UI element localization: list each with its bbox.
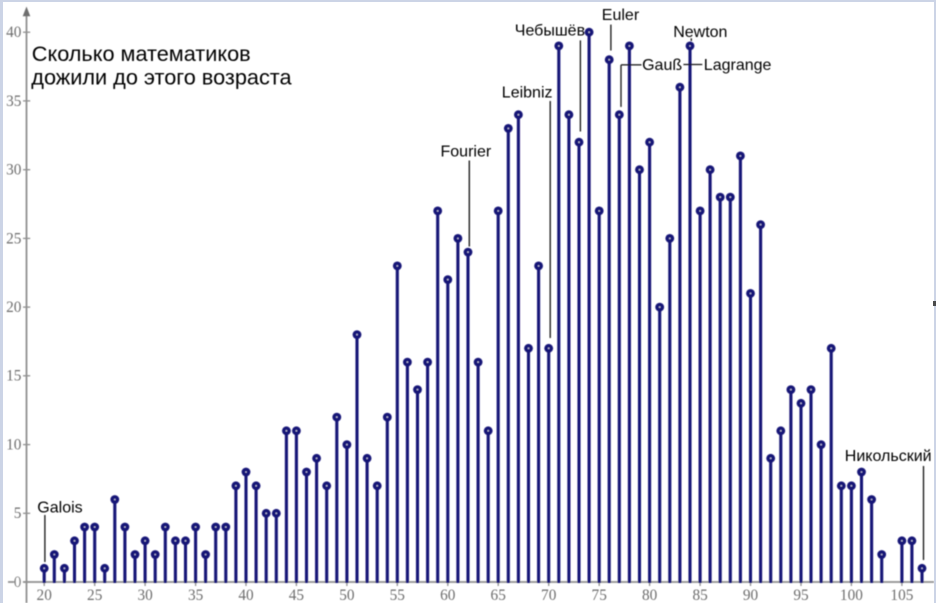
svg-text:Lagrange: Lagrange xyxy=(704,57,772,74)
svg-text:100: 100 xyxy=(840,587,863,603)
svg-text:65: 65 xyxy=(491,587,507,603)
svg-text:70: 70 xyxy=(541,587,557,603)
svg-text:45: 45 xyxy=(289,587,305,603)
svg-text:Newton: Newton xyxy=(673,24,727,41)
svg-text:0: 0 xyxy=(14,574,22,591)
svg-text:Fourier: Fourier xyxy=(441,144,492,161)
svg-text:95: 95 xyxy=(793,587,809,603)
svg-text:75: 75 xyxy=(592,587,608,603)
svg-text:40: 40 xyxy=(238,587,254,603)
svg-text:Gauß: Gauß xyxy=(642,57,682,74)
svg-text:50: 50 xyxy=(339,587,355,603)
svg-text:Euler: Euler xyxy=(602,7,640,24)
svg-text:60: 60 xyxy=(440,587,456,603)
svg-text:Сколько математиков: Сколько математиков xyxy=(32,41,251,66)
svg-text:35: 35 xyxy=(188,587,204,603)
svg-text:10: 10 xyxy=(6,436,22,453)
svg-text:Никольский: Никольский xyxy=(845,448,932,465)
svg-text:30: 30 xyxy=(6,162,22,179)
svg-text:дожили до этого возраста: дожили до этого возраста xyxy=(31,65,292,90)
svg-text:55: 55 xyxy=(390,587,406,603)
svg-text:90: 90 xyxy=(743,587,759,603)
svg-text:30: 30 xyxy=(137,587,153,603)
svg-text:Galois: Galois xyxy=(37,500,82,517)
svg-text:85: 85 xyxy=(692,587,708,603)
svg-text:105: 105 xyxy=(890,587,913,603)
svg-text:5: 5 xyxy=(14,505,22,522)
svg-text:25: 25 xyxy=(6,230,22,247)
svg-text:15: 15 xyxy=(6,368,22,385)
svg-text:35: 35 xyxy=(6,93,22,110)
svg-text:25: 25 xyxy=(87,587,103,603)
svg-text:20: 20 xyxy=(6,299,22,316)
svg-text:20: 20 xyxy=(37,587,53,603)
svg-text:40: 40 xyxy=(6,24,22,41)
svg-text:Leibniz: Leibniz xyxy=(502,85,553,102)
svg-text:Чебышёв: Чебышёв xyxy=(515,23,585,40)
svg-text:80: 80 xyxy=(642,587,658,603)
